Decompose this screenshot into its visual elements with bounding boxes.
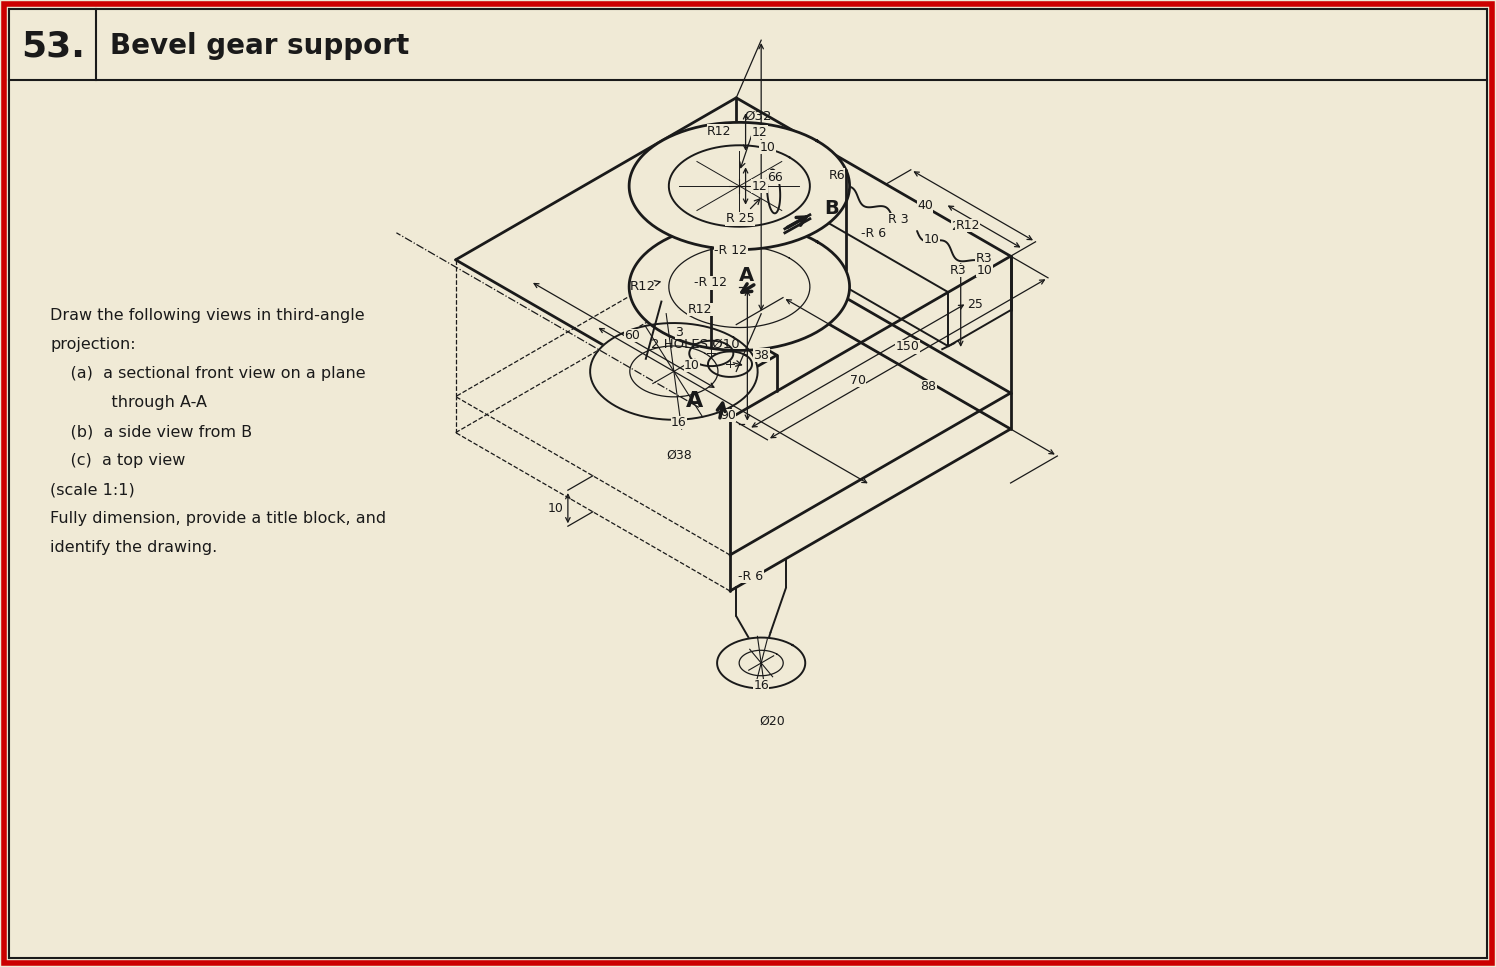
Text: 60: 60 — [624, 329, 640, 342]
Text: Ø32: Ø32 — [741, 109, 772, 167]
Text: 16: 16 — [672, 416, 687, 429]
Polygon shape — [589, 323, 757, 420]
Text: 10: 10 — [548, 502, 564, 514]
Text: 2 HOLES Ø10: 2 HOLES Ø10 — [651, 338, 739, 351]
Text: 25: 25 — [951, 220, 966, 233]
Polygon shape — [717, 637, 805, 689]
Text: R 25: R 25 — [724, 199, 760, 226]
Text: A: A — [739, 266, 754, 285]
Polygon shape — [690, 340, 733, 366]
Text: -R 6: -R 6 — [862, 227, 887, 240]
Text: 70: 70 — [850, 373, 866, 387]
Text: (b)  a side view from B: (b) a side view from B — [49, 424, 253, 439]
Text: projection:: projection: — [49, 337, 136, 352]
Text: 12: 12 — [751, 180, 767, 192]
Text: R6: R6 — [829, 168, 845, 182]
Text: 53.: 53. — [21, 29, 85, 63]
Text: -R 6: -R 6 — [738, 570, 763, 583]
Text: identify the drawing.: identify the drawing. — [49, 540, 217, 555]
Text: 88: 88 — [920, 380, 936, 394]
Text: Ø38: Ø38 — [666, 449, 691, 462]
Text: 10: 10 — [977, 263, 992, 277]
Text: -R 12: -R 12 — [694, 277, 727, 289]
Text: A: A — [685, 391, 703, 411]
Text: 150: 150 — [896, 340, 920, 353]
Polygon shape — [630, 123, 850, 249]
Text: -R 12: -R 12 — [714, 245, 747, 257]
Text: B: B — [824, 199, 839, 219]
Text: 40: 40 — [917, 199, 934, 213]
Text: Bevel gear support: Bevel gear support — [111, 32, 410, 60]
Text: (c)  a top view: (c) a top view — [49, 453, 186, 468]
Text: 10: 10 — [760, 141, 775, 154]
Text: (scale 1:1): (scale 1:1) — [49, 482, 135, 497]
Text: R3: R3 — [950, 264, 966, 278]
Text: 3: 3 — [675, 326, 682, 339]
Text: 10: 10 — [684, 359, 700, 372]
Text: R 3: R 3 — [889, 214, 910, 226]
Text: (a)  a sectional front view on a plane: (a) a sectional front view on a plane — [49, 366, 365, 381]
Text: 66: 66 — [767, 170, 782, 184]
Text: 10: 10 — [923, 233, 939, 246]
Text: Fully dimension, provide a title block, and: Fully dimension, provide a title block, … — [49, 511, 386, 526]
Polygon shape — [708, 351, 752, 377]
Text: R12: R12 — [708, 125, 732, 137]
Text: through A-A: through A-A — [49, 395, 206, 410]
Text: 12: 12 — [751, 126, 767, 138]
Text: R12: R12 — [630, 280, 660, 293]
Text: R 25: R 25 — [726, 213, 754, 225]
Text: 16: 16 — [754, 679, 769, 692]
Text: 38: 38 — [754, 349, 769, 362]
Text: 25: 25 — [966, 298, 983, 311]
Text: R12: R12 — [956, 220, 980, 232]
Text: R12: R12 — [688, 303, 712, 316]
Polygon shape — [630, 223, 850, 350]
Text: 90: 90 — [720, 409, 736, 423]
Text: Ø20: Ø20 — [760, 715, 785, 728]
Text: Draw the following views in third-angle: Draw the following views in third-angle — [49, 308, 365, 323]
Polygon shape — [767, 169, 781, 214]
Text: R3: R3 — [975, 251, 992, 265]
